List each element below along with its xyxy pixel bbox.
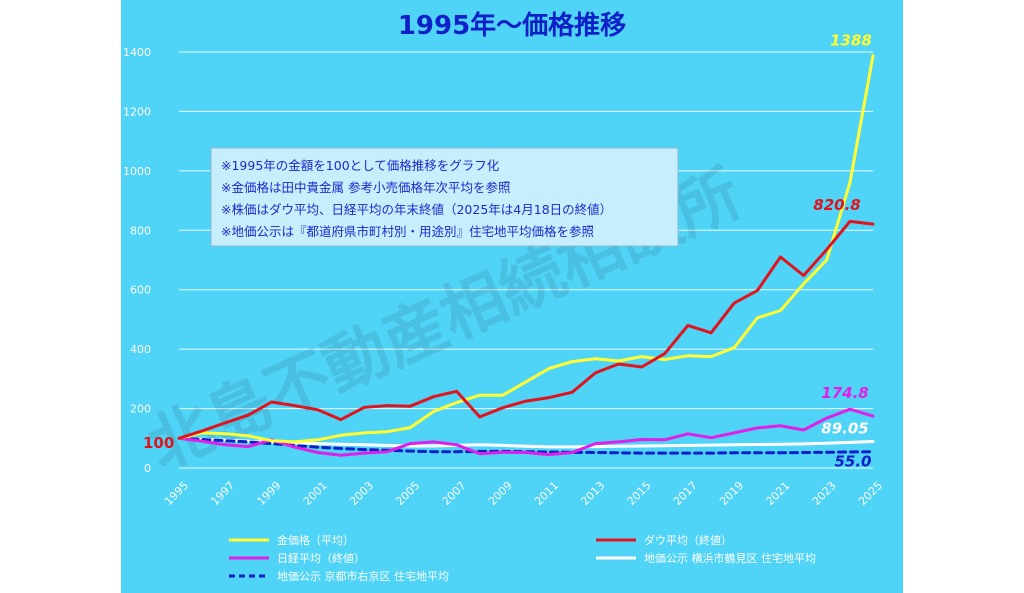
x-tick-label: 2007: [440, 479, 469, 508]
legend-label-gold: 金価格（平均）: [277, 533, 354, 547]
x-axis-ticks: 1995 1997 1999 2001 2003 2005 2007 2009 2011 2013…: [162, 479, 885, 508]
y-tick-label: 0: [144, 462, 151, 475]
start-label: 100: [143, 434, 174, 452]
chart-frame: 北島不動産相続相談所 1995年～価格推移 0 200 400 600 800 1000 1…: [121, 0, 903, 593]
y-tick-label: 1400: [123, 46, 151, 59]
series-line-gold: [177, 54, 875, 444]
y-tick-label: 1200: [123, 105, 151, 118]
legend: 金価格（平均） ダウ平均（終値） 日経平均（終値） 地価公示 横浜市鶴見区 住宅地平均…: [229, 533, 816, 583]
x-tick-label: 2009: [486, 479, 515, 508]
x-tick-label: 2023: [810, 479, 839, 508]
end-label-nikkei: 174.8: [821, 384, 868, 402]
end-label-gold: 1388: [830, 32, 872, 50]
legend-label-nikkei: 日経平均（終値）: [277, 551, 365, 565]
end-label-kyoto: 55.0: [834, 453, 871, 471]
x-tick-label: 2001: [301, 479, 330, 508]
legend-label-yokohama: 地価公示 横浜市鶴見区 住宅地平均: [644, 551, 816, 565]
notes-box: ※1995年の金額を100として価格推移をグラフ化 ※金価格は田中貴金属 参考小…: [210, 147, 679, 247]
legend-label-kyoto: 地価公示 京都市右京区 住宅地平均: [277, 569, 449, 583]
x-tick-label: 2025: [856, 479, 885, 508]
note-line-2: ※金価格は田中貴金属 参考小売価格年次平均を参照: [221, 180, 510, 195]
y-tick-label: 400: [130, 343, 151, 356]
series-line-dow: [177, 219, 875, 440]
end-label-yokohama: 89.05: [821, 420, 868, 438]
y-tick-label: 600: [130, 284, 151, 297]
note-line-3: ※株価はダウ平均、日経平均の年末終値（2025年は4月18日の終値）: [221, 202, 612, 217]
chart-title: 1995年～価格推移: [398, 10, 626, 41]
x-tick-label: 2015: [625, 479, 654, 508]
x-tick-label: 2019: [717, 479, 746, 508]
y-tick-label: 1000: [123, 165, 151, 178]
x-tick-label: 2005: [393, 479, 422, 508]
note-line-4: ※地価公示は『都道府県市町村別・用途別』住宅地平均価格を参照: [221, 224, 594, 239]
x-tick-label: 1999: [255, 479, 284, 508]
series-line-nikkei: [177, 407, 875, 457]
x-tick-label: 2011: [532, 479, 561, 508]
y-axis-ticks: 0 200 400 600 800 1000 1200 1400: [123, 46, 151, 475]
x-tick-label: 2021: [763, 479, 792, 508]
legend-label-dow: ダウ平均（終値）: [644, 533, 732, 547]
x-tick-label: 2003: [347, 479, 376, 508]
x-tick-label: 2017: [671, 479, 700, 508]
y-tick-label: 200: [130, 403, 151, 416]
x-tick-label: 2013: [578, 479, 607, 508]
note-line-1: ※1995年の金額を100として価格推移をグラフ化: [221, 158, 500, 173]
series-lines: [177, 54, 875, 457]
x-tick-label: 1997: [208, 479, 237, 508]
y-tick-label: 800: [130, 224, 151, 237]
end-label-dow: 820.8: [813, 196, 860, 214]
notes-box-bg: [210, 147, 679, 247]
series-end-labels: 1388 820.8 174.8 89.05 55.0: [813, 32, 872, 471]
price-chart: 北島不動産相続相談所 1995年～価格推移 020040060080010001…: [123, 10, 885, 583]
